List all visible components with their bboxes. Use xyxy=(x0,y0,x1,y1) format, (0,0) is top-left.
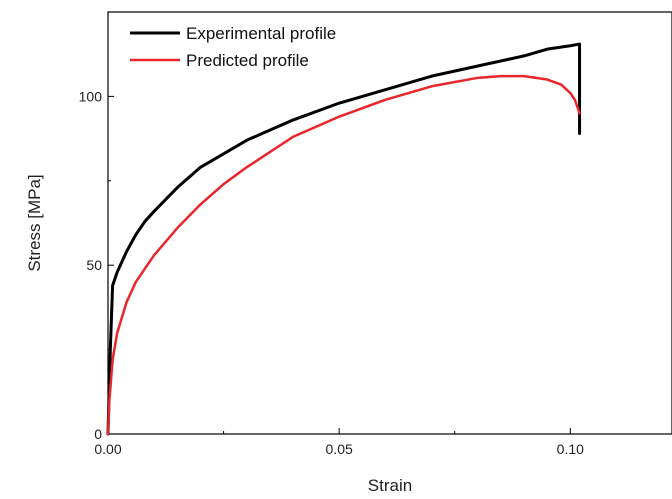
x-axis-title: Strain xyxy=(368,476,412,495)
legend: Experimental profile Predicted profile xyxy=(130,24,336,70)
y-tick-label: 100 xyxy=(79,88,103,104)
series-layer xyxy=(106,42,582,436)
x-ticks: 0.00 0.05 0.10 xyxy=(94,428,584,457)
plot-frame xyxy=(107,11,672,435)
legend-label-predicted: Predicted profile xyxy=(186,51,309,70)
y-tick-label: 50 xyxy=(86,257,102,273)
series-line-predicted xyxy=(106,74,581,436)
series-line-experimental xyxy=(106,42,582,436)
x-tick-label: 0.05 xyxy=(326,441,353,457)
legend-label-experimental: Experimental profile xyxy=(186,24,336,43)
y-tick-label: 0 xyxy=(94,426,102,442)
x-tick-label: 0.10 xyxy=(557,441,584,457)
x-tick-label: 0.00 xyxy=(94,441,121,457)
y-axis-title: Stress [MPa] xyxy=(25,174,44,271)
